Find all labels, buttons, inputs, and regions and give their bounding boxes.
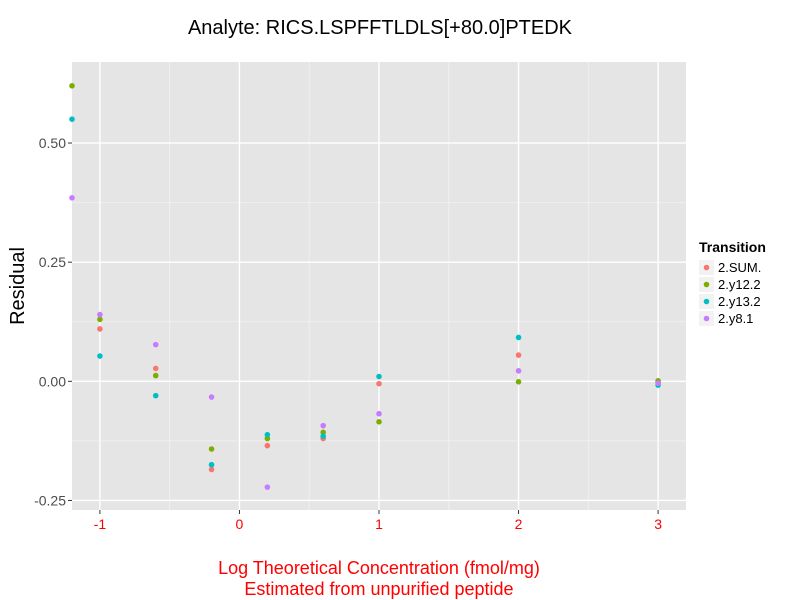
x-axis-label-line-2: Estimated from unpurified peptide (244, 579, 513, 599)
data-point (152, 392, 159, 399)
data-point (376, 373, 382, 380)
legend: Transition 2.SUM. 2.y12.2 2.y13.2 2.y8.1 (699, 239, 766, 326)
y-tick-label: -0.25 (34, 492, 66, 508)
y-tick-label: 0.50 (39, 135, 66, 151)
legend-marker (703, 264, 710, 271)
data-point (97, 326, 103, 332)
data-point (515, 368, 522, 374)
data-point (152, 365, 159, 372)
data-point (515, 352, 522, 358)
data-point (97, 353, 103, 359)
x-tick-label: 2 (515, 516, 523, 532)
data-point (208, 394, 215, 400)
data-point (264, 484, 271, 490)
legend-label: 2.y12.2 (718, 277, 761, 292)
data-point (208, 466, 215, 473)
x-tick-label: 1 (375, 516, 383, 532)
data-point (152, 372, 159, 379)
data-point (376, 410, 382, 417)
y-axis-label: Residual (7, 247, 29, 325)
data-point (97, 316, 103, 323)
x-tick-label: -1 (94, 516, 107, 532)
data-point (515, 378, 522, 385)
data-point (69, 83, 75, 89)
data-point (264, 431, 271, 438)
data-point (320, 422, 326, 429)
legend-marker (703, 315, 710, 322)
data-points (69, 83, 661, 490)
chart-title: Analyte: RICS.LSPFFTLDLS[+80.0]PTEDK (188, 17, 573, 39)
data-point (69, 195, 75, 201)
legend-label: 2.y8.1 (718, 311, 753, 326)
data-point (97, 311, 103, 318)
x-tick-label: 3 (654, 516, 662, 532)
legend-label: 2.SUM. (718, 260, 761, 275)
data-point (515, 334, 522, 341)
legend-title: Transition (699, 239, 766, 255)
data-point (69, 116, 75, 122)
legend-label: 2.y13.2 (718, 294, 761, 309)
axes: -1 0 1 2 3 -0.25 0.00 0.25 0.50 (34, 135, 662, 532)
legend-marker (703, 281, 710, 288)
data-point (376, 419, 382, 425)
data-point (320, 433, 326, 439)
data-point (376, 380, 382, 387)
data-point (152, 341, 159, 348)
data-point (208, 461, 215, 468)
y-tick-label: 0.25 (39, 254, 66, 270)
legend-marker (703, 298, 710, 305)
data-point (655, 380, 661, 387)
x-tick-label: 0 (236, 516, 244, 532)
x-axis-label-line-1: Log Theoretical Concentration (fmol/mg) (218, 558, 540, 578)
y-tick-label: 0.00 (39, 373, 66, 389)
data-point (264, 442, 271, 449)
data-point (208, 446, 215, 452)
